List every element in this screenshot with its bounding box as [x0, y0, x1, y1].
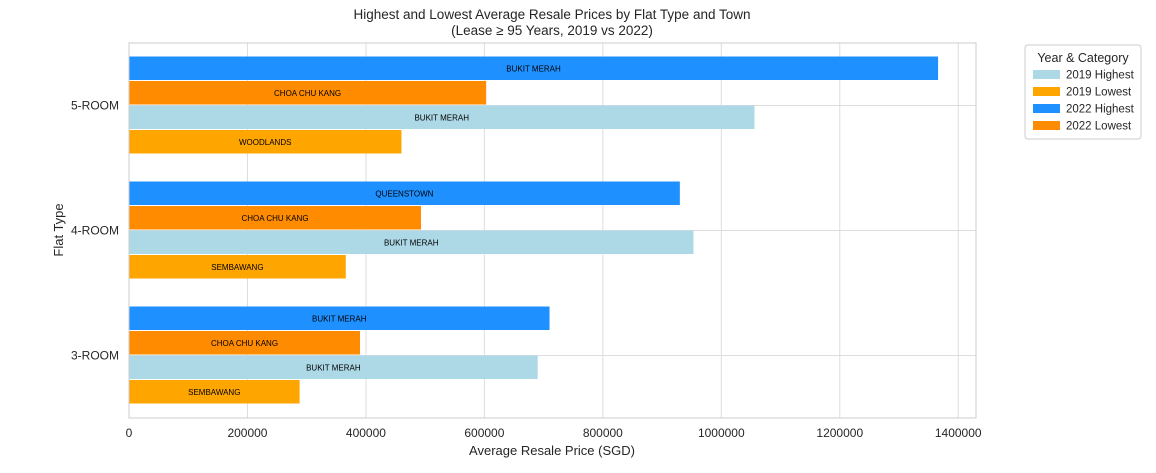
- y-tick-label: 5-ROOM: [71, 99, 119, 113]
- y-tick-label: 3-ROOM: [71, 349, 119, 363]
- bar-label: BUKIT MERAH: [306, 363, 361, 372]
- legend-entry: 2019 Lowest: [1066, 87, 1132, 99]
- bar-label: BUKIT MERAH: [384, 238, 439, 247]
- x-tick-label: 1200000: [816, 426, 863, 440]
- bar-label: QUEENSTOWN: [375, 189, 433, 198]
- x-axis-label: Average Resale Price (SGD): [469, 443, 635, 458]
- x-tick-label: 200000: [227, 426, 267, 440]
- x-tick-label: 600000: [464, 426, 504, 440]
- legend-swatch: [1033, 121, 1060, 130]
- bar-label: SEMBAWANG: [211, 263, 263, 272]
- bar: [129, 306, 550, 330]
- legend-title: Year & Category: [1037, 51, 1129, 65]
- legend-swatch: [1033, 87, 1060, 96]
- legend-frame: [1024, 44, 1142, 140]
- x-tick-label: 800000: [583, 426, 623, 440]
- bar: [129, 130, 402, 154]
- bar-label: CHOA CHU KANG: [241, 214, 308, 223]
- chart-subtitle: (Lease ≥ 95 Years, 2019 vs 2022): [451, 23, 653, 38]
- bar: [129, 56, 939, 80]
- bar: [129, 331, 360, 355]
- bar-label: BUKIT MERAH: [506, 64, 561, 73]
- chart-title: Highest and Lowest Average Resale Prices…: [354, 7, 751, 22]
- y-axis-label: Flat Type: [51, 203, 66, 256]
- y-tick-label: 4-ROOM: [71, 224, 119, 238]
- bar-label: SEMBAWANG: [188, 388, 240, 397]
- bar-label: BUKIT MERAH: [312, 314, 367, 323]
- x-tick-label: 0: [126, 426, 133, 440]
- x-tick-label: 400000: [346, 426, 386, 440]
- legend-entry: 2022 Highest: [1066, 104, 1135, 116]
- bar-label: BUKIT MERAH: [414, 113, 469, 122]
- x-tick-label: 1000000: [698, 426, 745, 440]
- bar: [129, 206, 422, 230]
- legend-entry: 2019 Highest: [1066, 70, 1135, 82]
- legend-swatch: [1033, 70, 1060, 79]
- y-ticks: 5-ROOM 4-ROOM 3-ROOM: [71, 99, 119, 363]
- legend: Year & Category 2019 Highest 2019 Lowest 2…: [1024, 44, 1142, 140]
- bar: [129, 255, 346, 279]
- bar-label: CHOA CHU KANG: [274, 89, 341, 98]
- bar: [129, 181, 680, 205]
- x-tick-label: 1400000: [935, 426, 982, 440]
- legend-swatch: [1033, 104, 1060, 113]
- bar: [129, 380, 300, 404]
- bar-label: WOODLANDS: [239, 138, 291, 147]
- legend-entry: 2022 Lowest: [1066, 121, 1132, 133]
- bar-label: CHOA CHU KANG: [211, 339, 278, 348]
- bar: [129, 105, 755, 129]
- bar: [129, 81, 487, 105]
- x-ticks: 0 200000 400000 600000 800000 1000000 1200000 1…: [126, 426, 982, 440]
- bars: BUKIT MERAH CHOA CHU KANG BUKIT MERAH WOODL…: [129, 56, 939, 404]
- plot-area-frame: [128, 42, 977, 419]
- bar: [129, 355, 538, 379]
- bar: [129, 230, 694, 254]
